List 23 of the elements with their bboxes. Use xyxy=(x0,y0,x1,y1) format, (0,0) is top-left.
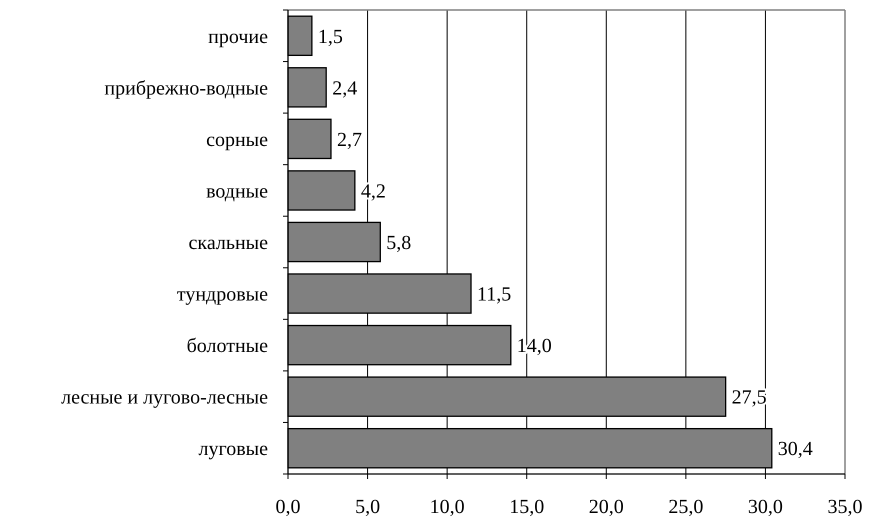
x-tick-label: 30,0 xyxy=(748,496,783,518)
x-tick-label: 20,0 xyxy=(588,496,624,518)
y-tick-label: лесные и лугово-лесные xyxy=(61,386,268,409)
data-label: 1,5 xyxy=(318,26,343,48)
x-tick-label: 15,0 xyxy=(509,496,544,518)
data-label: 2,7 xyxy=(336,128,362,151)
y-tick-label: прибрежно-водные xyxy=(104,77,268,100)
x-tick-label: 0,0 xyxy=(276,496,300,518)
data-label: 5,8 xyxy=(386,232,412,254)
y-tick-label: сорные xyxy=(206,128,268,151)
y-tick-label: водные xyxy=(206,180,268,202)
x-tick-label: 25,0 xyxy=(668,496,704,518)
data-label: 30,4 xyxy=(778,438,813,460)
y-tick-label: болотные xyxy=(186,335,268,358)
y-tick-label: прочие xyxy=(208,26,268,48)
y-tick-label: тундровые xyxy=(176,284,268,306)
x-tick-label: 35,0 xyxy=(828,496,862,518)
data-label: 11,5 xyxy=(477,284,512,306)
data-label: 2,4 xyxy=(332,77,358,100)
y-tick-label: скальные xyxy=(188,232,268,254)
y-tick-label: луговые xyxy=(198,438,268,460)
x-tick-label: 5,0 xyxy=(355,496,380,518)
x-tick-label: 10,0 xyxy=(430,496,465,518)
